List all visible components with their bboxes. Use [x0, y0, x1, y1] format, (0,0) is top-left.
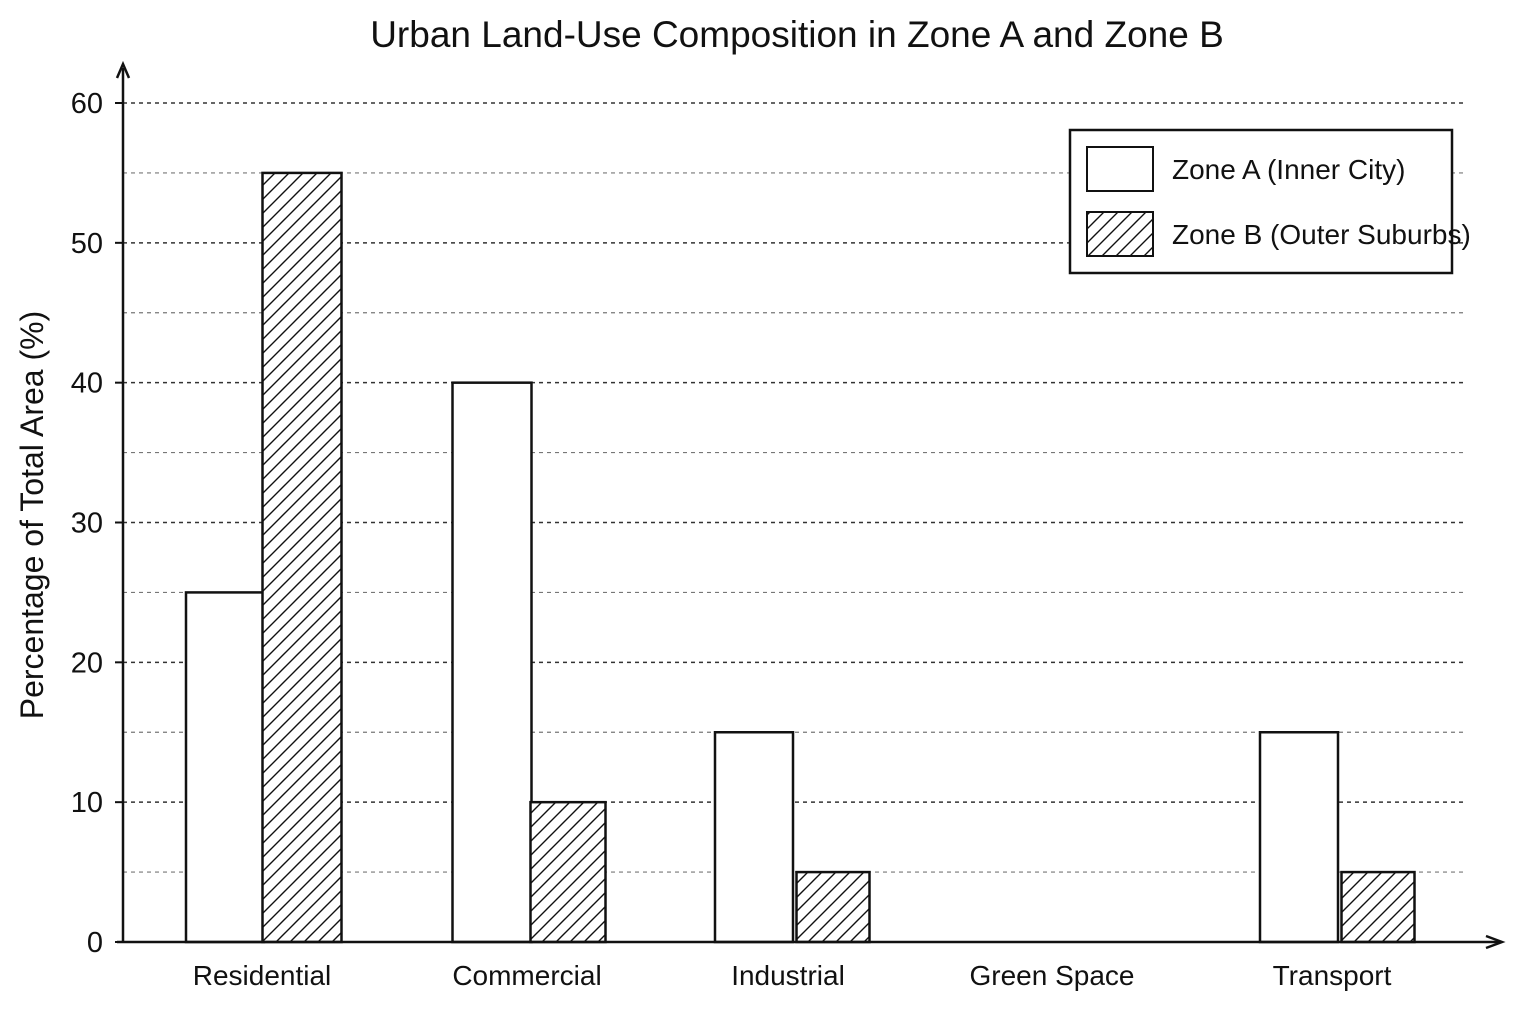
category-label: Green Space: [970, 960, 1135, 991]
y-tick-label: 40: [71, 368, 103, 400]
legend-label-zone-b: Zone B (Outer Suburbs): [1172, 219, 1471, 250]
bar-zone-b-transport: [1340, 870, 1416, 944]
bar-zone-b-commercial: [529, 800, 607, 944]
chart-title: Urban Land-Use Composition in Zone A and…: [370, 14, 1224, 55]
legend: Zone A (Inner City) Zone B (Outer Suburb…: [1068, 128, 1471, 275]
category-label: Industrial: [731, 960, 845, 991]
y-tick-label: 10: [71, 787, 103, 819]
y-axis-title: Percentage of Total Area (%): [14, 311, 50, 720]
bar-zone-a-industrial: [713, 731, 795, 944]
y-tick-label: 30: [71, 508, 103, 540]
y-tick-label: 50: [71, 228, 103, 260]
category-label: Residential: [193, 960, 332, 991]
legend-label-zone-a: Zone A (Inner City): [1172, 154, 1405, 185]
y-axis-arrow: [115, 60, 131, 79]
y-tick-label: 60: [71, 88, 103, 120]
legend-swatch-zone-a: [1086, 146, 1154, 192]
y-tick-label: 20: [71, 647, 103, 679]
bar-zone-b-residential: [261, 171, 343, 944]
x-axis-arrow: [1485, 934, 1506, 950]
legend-swatch-zone-b: [1086, 211, 1154, 257]
axes: [115, 60, 1506, 950]
y-tick-labels: 0 10 20 30 40 50 60: [71, 88, 123, 959]
bar-zone-a-transport: [1258, 731, 1340, 944]
category-label: Commercial: [452, 960, 601, 991]
bars: [184, 171, 1416, 944]
bar-zone-a-residential: [184, 591, 266, 944]
bar-zone-a-commercial: [451, 381, 533, 944]
bar-zone-b-industrial: [795, 870, 871, 944]
y-tick-label: 0: [87, 927, 103, 959]
category-label: Transport: [1273, 960, 1392, 991]
category-labels: Residential Commercial Industrial Green Spa…: [193, 960, 1392, 991]
